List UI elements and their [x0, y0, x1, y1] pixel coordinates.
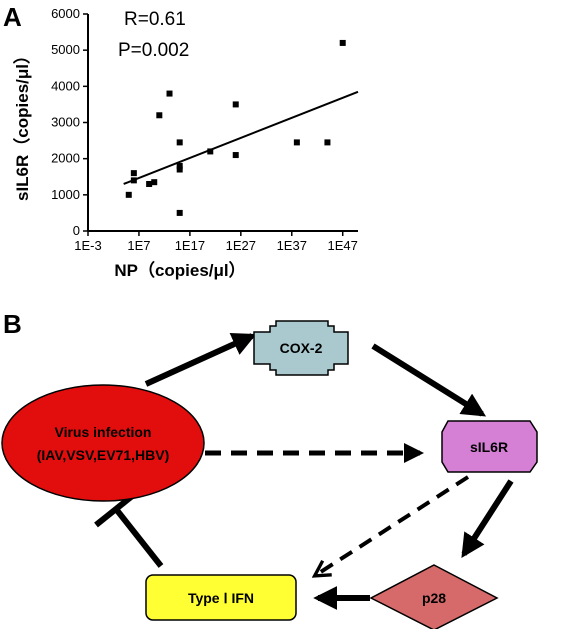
scatter-chart: 0 1000 2000 3000 4000 5000 6000 1E-3 1E7 1E17 1E27…: [51, 6, 359, 253]
y-axis-title: sIL6R（copies/μl）: [12, 47, 32, 201]
data-point: [324, 139, 331, 146]
chart-points: [125, 39, 346, 216]
data-point: [176, 166, 183, 173]
cox2-shape: [253, 320, 349, 376]
x-axis-title: NP（copies/μl）: [114, 260, 245, 280]
p-value: P=0.002: [118, 40, 189, 61]
y-tick-label: 5000: [51, 42, 80, 57]
data-point: [125, 191, 132, 198]
chart-ticks: 0 1000 2000 3000 4000 5000 6000 1E-3 1E7 1E17 1E27…: [51, 6, 358, 253]
x-tick-label: 1E7: [127, 238, 150, 253]
y-tick-label: 6000: [51, 6, 80, 21]
data-point: [232, 152, 239, 159]
y-tick-label: 4000: [51, 78, 80, 93]
data-point: [207, 148, 214, 155]
x-tick-label: 1E27: [226, 238, 256, 253]
x-tick-label: 1E37: [277, 238, 307, 253]
inhibition-ifn-to-virus: [94, 490, 164, 568]
p28-label: p28: [422, 590, 446, 606]
virus-infection-node: Virus infection (IAV,VSV,EV71,HBV): [1, 384, 205, 502]
ifn-shape: [145, 574, 297, 621]
p28-shape: [369, 564, 499, 629]
data-point: [232, 101, 239, 108]
virus-ellipse: [1, 384, 205, 502]
sil6r-shape: [441, 420, 538, 473]
dashed-arrow-sil6r-to-ifn: [316, 475, 470, 575]
y-tick-label: 3000: [51, 115, 80, 130]
arrow-virus-to-cox2: [144, 332, 257, 387]
arrow-cox2-to-sil6r: [371, 343, 487, 417]
panel-b-label: B: [3, 309, 22, 339]
y-tick-label: 0: [73, 223, 80, 238]
ifn-label: Type Ⅰ IFN: [188, 590, 254, 606]
virus-label: Virus infection: [55, 424, 152, 440]
x-tick-label: 1E47: [328, 238, 358, 253]
data-point: [176, 209, 183, 216]
cox2-label: COX-2: [280, 340, 323, 356]
data-point: [293, 139, 300, 146]
y-tick-label: 2000: [51, 151, 80, 166]
virus-strains-label: (IAV,VSV,EV71,HBV): [37, 447, 170, 463]
arrow-sil6r-to-p28: [461, 479, 514, 559]
regression-line: [123, 90, 359, 185]
data-point: [176, 162, 183, 169]
p28-node: p28: [369, 564, 499, 629]
data-point: [151, 179, 158, 186]
x-tick-label: 1E-3: [74, 238, 101, 253]
r-value: R=0.61: [124, 9, 186, 30]
data-point: [166, 90, 173, 97]
chart-fit-line: [123, 90, 359, 185]
cox2-node: COX-2: [253, 320, 349, 376]
panel-a-label: A: [3, 2, 22, 32]
y-tick-label: 1000: [51, 187, 80, 202]
sil6r-label: sIL6R: [470, 439, 508, 455]
data-point: [176, 139, 183, 146]
x-tick-label: 1E17: [175, 238, 205, 253]
data-point: [339, 39, 346, 46]
data-point: [146, 180, 153, 187]
type-i-ifn-node: Type Ⅰ IFN: [145, 574, 297, 621]
sil6r-node: sIL6R: [441, 420, 538, 473]
data-point: [130, 170, 137, 177]
data-point: [156, 112, 163, 119]
